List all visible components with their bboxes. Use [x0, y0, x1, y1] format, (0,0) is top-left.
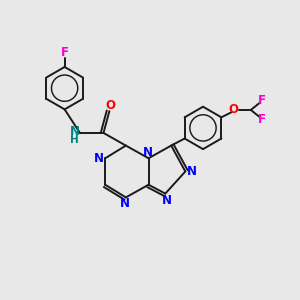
Text: N: N: [162, 194, 172, 207]
Text: N: N: [143, 146, 153, 159]
Text: O: O: [229, 103, 239, 116]
Text: O: O: [106, 99, 116, 112]
Text: F: F: [258, 94, 266, 107]
Text: N: N: [94, 152, 104, 165]
Text: H: H: [70, 135, 79, 145]
Text: N: N: [120, 197, 130, 210]
Text: F: F: [61, 46, 69, 59]
Text: N: N: [187, 165, 197, 178]
Text: N: N: [70, 125, 80, 138]
Text: F: F: [258, 113, 266, 126]
